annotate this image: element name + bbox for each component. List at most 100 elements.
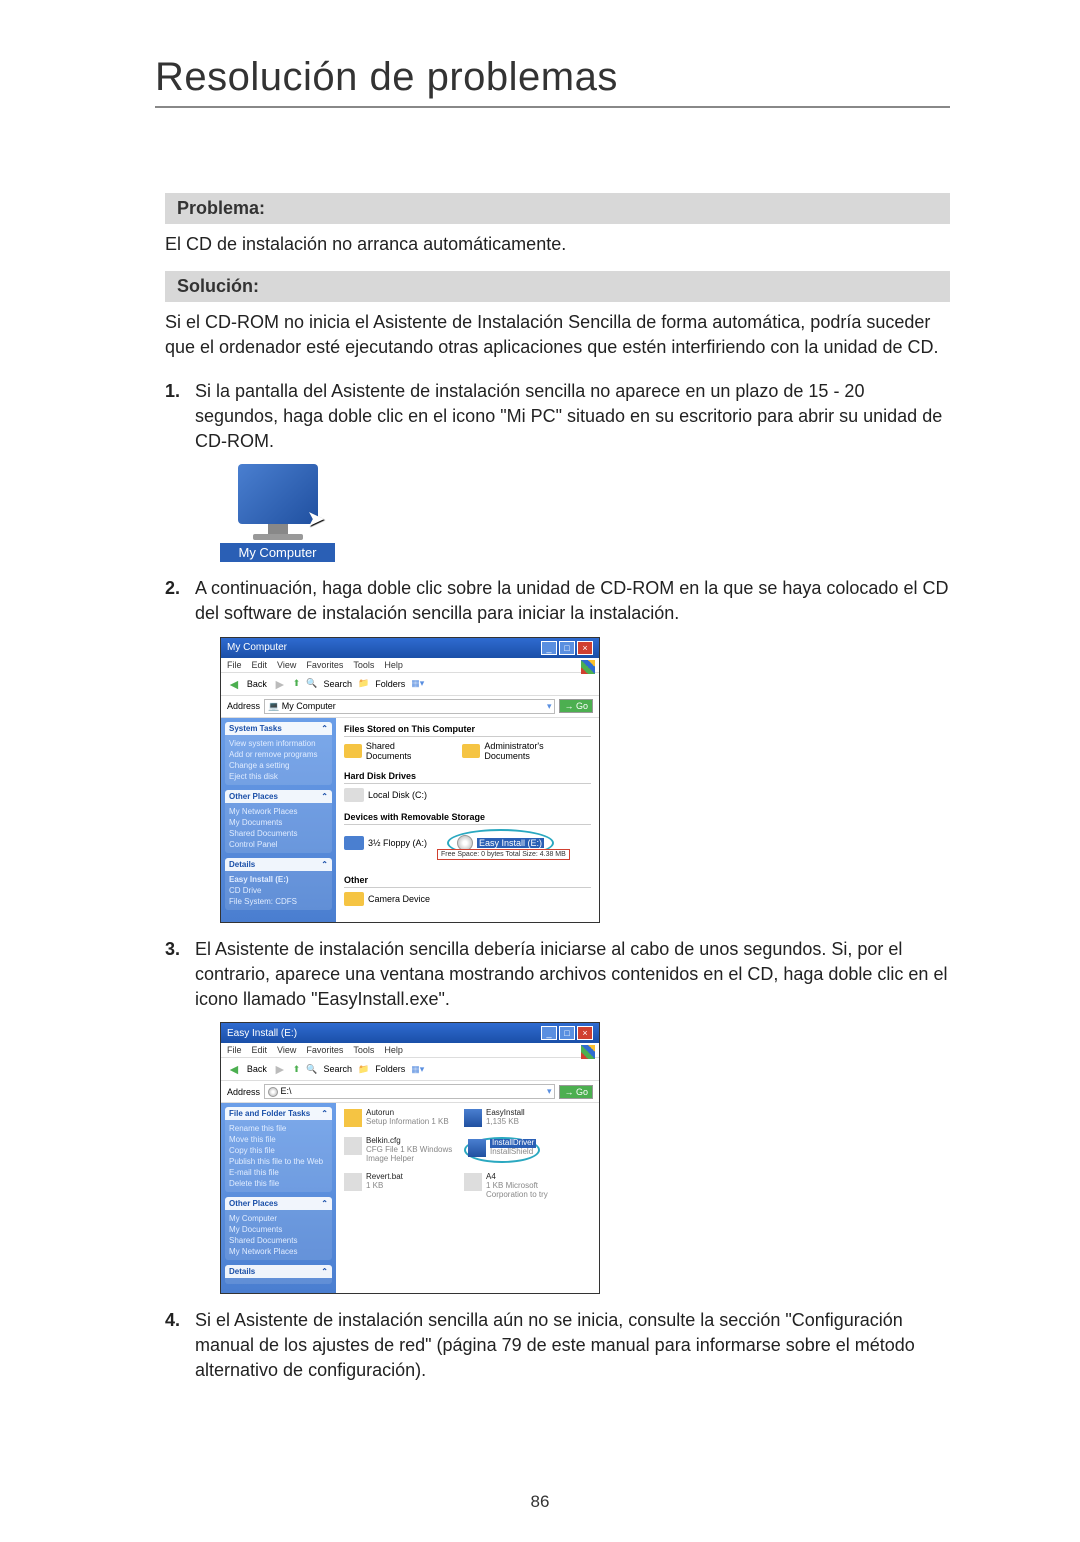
sidebar-item[interactable]: Move this file [229, 1134, 328, 1145]
autorun-file[interactable]: AutorunSetup Information 1 KB [344, 1109, 454, 1127]
step-3-text: El Asistente de instalación sencilla deb… [195, 939, 947, 1009]
sidebar-item[interactable]: Rename this file [229, 1123, 328, 1134]
go-button[interactable]: → Go [559, 699, 593, 713]
details-line: CD Drive [229, 885, 328, 896]
minimize-button[interactable]: _ [541, 641, 557, 655]
back-label[interactable]: Back [247, 1064, 267, 1074]
sidebar-item[interactable]: My Computer [229, 1213, 328, 1224]
sidebar-panel-header[interactable]: Details⌃ [225, 1265, 332, 1278]
menu-edit[interactable]: Edit [252, 660, 268, 670]
shared-docs-item[interactable]: Shared Documents [344, 741, 442, 761]
steps-list-4: 4. Si el Asistente de instalación sencil… [165, 1308, 950, 1384]
sidebar-item[interactable]: Shared Documents [229, 828, 328, 839]
menu-tools[interactable]: Tools [353, 660, 374, 670]
steps-list: 1. Si la pantalla del Asistente de insta… [165, 379, 950, 455]
back-button[interactable]: ◄ [227, 1061, 241, 1077]
sidebar-other-places: Other Places⌃ My Network Places My Docum… [225, 790, 332, 853]
installdriver-file[interactable]: InstallDriverInstallShield [468, 1139, 536, 1157]
local-disk-item[interactable]: Local Disk (C:) [344, 788, 427, 802]
menu-help[interactable]: Help [384, 1045, 403, 1055]
menu-view[interactable]: View [277, 1045, 296, 1055]
minimize-button[interactable]: _ [541, 1026, 557, 1040]
sidebar-item[interactable]: Add or remove programs [229, 749, 328, 760]
camera-item[interactable]: Camera Device [344, 892, 430, 906]
views-icon[interactable]: ▦▾ [411, 1064, 424, 1075]
easyinstall-window-figure: Easy Install (E:) _ □ × File Edit View F… [220, 1022, 600, 1294]
window-addressbar: Address 💻 My Computer ▾ → Go [221, 696, 599, 718]
views-icon[interactable]: ▦▾ [411, 678, 424, 689]
sidebar-panel-header[interactable]: Details⌃ [225, 858, 332, 871]
menu-edit[interactable]: Edit [252, 1045, 268, 1055]
belkin-file[interactable]: Belkin.cfgCFG File 1 KB Windows Image He… [344, 1137, 454, 1163]
sidebar-item[interactable]: My Network Places [229, 1246, 328, 1257]
window-sidebar: File and Folder Tasks⌃ Rename this file … [221, 1103, 336, 1293]
menu-view[interactable]: View [277, 660, 296, 670]
mycomputer-label: My Computer [220, 543, 335, 562]
sidebar-item[interactable]: My Documents [229, 817, 328, 828]
sidebar-panel-header[interactable]: System Tasks⌃ [225, 722, 332, 735]
search-icon[interactable]: 🔍 [306, 678, 317, 689]
sidebar-item[interactable]: Publish this file to the Web [229, 1156, 328, 1167]
sidebar-item[interactable]: Change a setting [229, 760, 328, 771]
folders-label[interactable]: Folders [375, 679, 405, 689]
floppy-item[interactable]: 3½ Floppy (A:) [344, 829, 427, 857]
sidebar-item[interactable]: E-mail this file [229, 1167, 328, 1178]
search-label[interactable]: Search [324, 1064, 353, 1074]
revert-file[interactable]: Revert.bat1 KB [344, 1173, 454, 1199]
file-icon [464, 1173, 482, 1191]
page-number: 86 [0, 1492, 1080, 1512]
sidebar-item[interactable]: Eject this disk [229, 771, 328, 782]
folders-label[interactable]: Folders [375, 1064, 405, 1074]
menu-favorites[interactable]: Favorites [306, 1045, 343, 1055]
sidebar-item[interactable]: Shared Documents [229, 1235, 328, 1246]
sidebar-item[interactable]: View system information [229, 738, 328, 749]
maximize-button[interactable]: □ [559, 1026, 575, 1040]
sidebar-item[interactable]: Copy this file [229, 1145, 328, 1156]
address-input[interactable]: 💻 My Computer ▾ [264, 699, 555, 714]
monitor-icon [238, 464, 318, 524]
sidebar-panel-header[interactable]: File and Folder Tasks⌃ [225, 1107, 332, 1120]
menu-help[interactable]: Help [384, 660, 403, 670]
details-line: File System: CDFS [229, 896, 328, 907]
window-controls: _ □ × [541, 641, 593, 655]
step-number: 3. [165, 937, 195, 1013]
close-button[interactable]: × [577, 641, 593, 655]
window-toolbar: ◄ Back ► ⬆ 🔍 Search 📁 Folders ▦▾ [221, 1058, 599, 1081]
go-button[interactable]: → Go [559, 1085, 593, 1099]
monitor-base [253, 534, 303, 540]
up-button[interactable]: ⬆ [293, 678, 301, 689]
address-input[interactable]: E:\ ▾ [264, 1084, 555, 1099]
windows-logo-icon [581, 660, 595, 674]
admin-docs-item[interactable]: Administrator's Documents [462, 741, 591, 761]
close-button[interactable]: × [577, 1026, 593, 1040]
menu-file[interactable]: File [227, 660, 242, 670]
up-button[interactable]: ⬆ [293, 1064, 301, 1075]
menu-favorites[interactable]: Favorites [306, 660, 343, 670]
window-main-pane: AutorunSetup Information 1 KB EasyInstal… [336, 1103, 599, 1293]
forward-button[interactable]: ► [273, 1061, 287, 1077]
folders-icon[interactable]: 📁 [358, 678, 369, 689]
back-button[interactable]: ◄ [227, 676, 241, 692]
sidebar-item[interactable]: Delete this file [229, 1178, 328, 1189]
window-title: My Computer [227, 642, 287, 653]
folder-icon [344, 744, 362, 758]
easyinstall-file[interactable]: EasyInstall1,135 KB [464, 1109, 574, 1127]
sidebar-item[interactable]: My Documents [229, 1224, 328, 1235]
file-icon [344, 1109, 362, 1127]
menu-tools[interactable]: Tools [353, 1045, 374, 1055]
window-controls: _ □ × [541, 1026, 593, 1040]
forward-button[interactable]: ► [273, 676, 287, 692]
sidebar-panel-header[interactable]: Other Places⌃ [225, 790, 332, 803]
mycomputer-icon: ➤ My Computer [220, 464, 335, 562]
search-icon[interactable]: 🔍 [306, 1064, 317, 1075]
sidebar-item[interactable]: Control Panel [229, 839, 328, 850]
search-label[interactable]: Search [324, 679, 353, 689]
maximize-button[interactable]: □ [559, 641, 575, 655]
sidebar-item[interactable]: My Network Places [229, 806, 328, 817]
sidebar-panel-header[interactable]: Other Places⌃ [225, 1197, 332, 1210]
menu-file[interactable]: File [227, 1045, 242, 1055]
folders-icon[interactable]: 📁 [358, 1064, 369, 1075]
back-label[interactable]: Back [247, 679, 267, 689]
a4-file[interactable]: A41 KB Microsoft Corporation to try [464, 1173, 574, 1199]
step-number: 4. [165, 1308, 195, 1384]
